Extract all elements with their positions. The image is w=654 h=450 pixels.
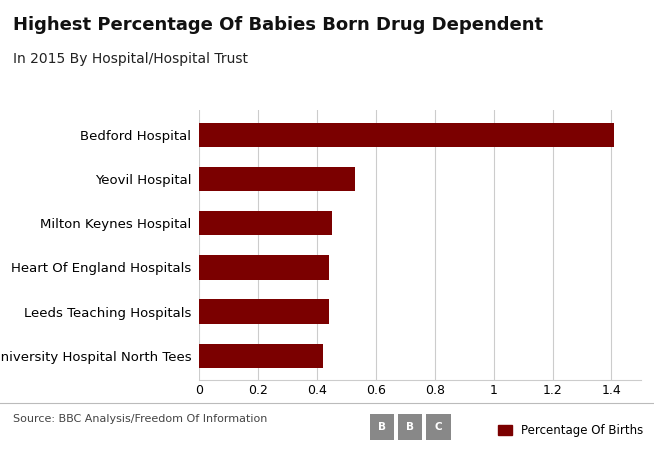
Text: B: B [406, 422, 414, 432]
Text: B: B [378, 422, 386, 432]
Text: Source: BBC Analysis/Freedom Of Information: Source: BBC Analysis/Freedom Of Informat… [13, 414, 267, 424]
Text: C: C [434, 422, 442, 432]
Bar [199, 167, 356, 191]
Bar [199, 344, 323, 368]
Bar [199, 122, 614, 147]
Legend: Percentage Of Births: Percentage Of Births [493, 419, 648, 442]
Bar [199, 299, 329, 324]
Bar [199, 211, 332, 235]
Bar [199, 255, 329, 279]
Text: In 2015 By Hospital/Hospital Trust: In 2015 By Hospital/Hospital Trust [13, 52, 248, 66]
Text: Highest Percentage Of Babies Born Drug Dependent: Highest Percentage Of Babies Born Drug D… [13, 16, 543, 34]
